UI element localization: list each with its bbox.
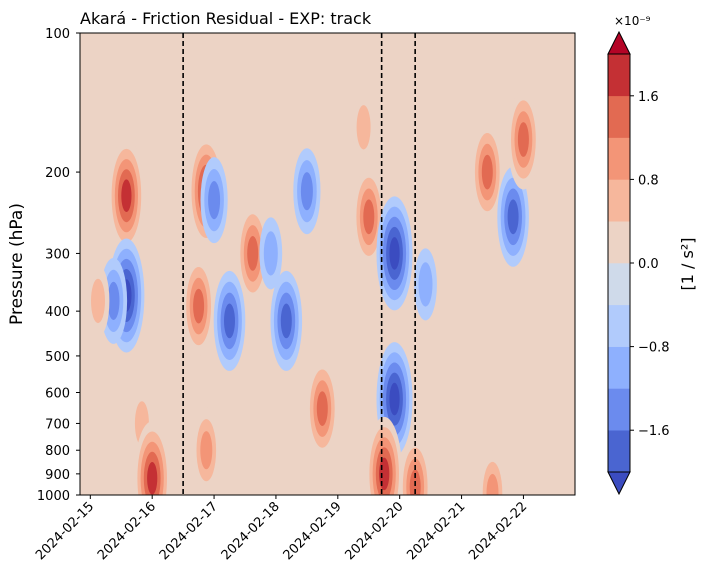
y-tick-label: 900 — [45, 468, 70, 483]
contour-band — [418, 262, 433, 307]
plot-area — [80, 33, 575, 495]
colorbar-band — [608, 54, 630, 97]
colorbar-band — [608, 95, 630, 138]
y-tick-label: 100 — [45, 27, 70, 42]
x-tick-label: 2024-02-15 — [33, 499, 97, 563]
contour-band — [263, 231, 278, 276]
colorbar-band — [608, 388, 630, 431]
contour-band — [200, 431, 213, 470]
contour-band — [481, 154, 493, 190]
colorbar-tick-label: 0.0 — [638, 257, 659, 272]
plot-frame — [79, 32, 576, 496]
x-tick-label: 2024-02-20 — [342, 499, 406, 563]
x-tick-label: 2024-02-21 — [404, 499, 468, 563]
contour-band — [224, 303, 235, 339]
contour-band — [316, 391, 328, 426]
colorbar-band — [608, 137, 630, 180]
event-lines — [182, 33, 416, 495]
contour-band — [91, 278, 105, 324]
contour-band — [247, 236, 259, 271]
colorbar-label: [1 / s²] — [678, 238, 697, 291]
chart-title: Akará - Friction Residual - EXP: track — [80, 9, 372, 28]
y-tick-label: 800 — [45, 444, 70, 459]
y-tick-label: 400 — [45, 305, 70, 320]
contour-band — [389, 382, 400, 416]
y-tick-label: 1000 — [37, 489, 70, 504]
x-tick-label: 2024-02-16 — [95, 499, 159, 563]
x-tick-label: 2024-02-17 — [157, 499, 221, 563]
contour-band — [280, 303, 292, 339]
colorbar-band — [608, 221, 630, 264]
contour-band — [208, 181, 221, 220]
contour-band — [121, 179, 132, 212]
contour-band — [363, 199, 375, 235]
contour-band — [300, 172, 313, 211]
x-tick-label: 2024-02-19 — [281, 499, 345, 563]
contour-band — [379, 457, 390, 491]
contour-band — [507, 199, 519, 235]
y-tick-label: 700 — [45, 417, 70, 432]
colorbar-over-triangle — [607, 30, 631, 55]
colorbar-exponent: ×10⁻⁹ — [614, 14, 651, 28]
y-tick-label: 600 — [45, 387, 70, 402]
contour-band — [389, 237, 400, 270]
y-tick-label: 500 — [45, 350, 70, 365]
contour-band — [356, 105, 371, 150]
colorbar-tick-label: 0.8 — [638, 173, 659, 188]
y-tick-label: 300 — [45, 247, 70, 262]
colorbar-band — [608, 430, 630, 473]
contour-band — [107, 281, 120, 320]
colorbar-under-triangle — [607, 471, 631, 496]
colorbar-band — [608, 304, 630, 347]
x-tick-label: 2024-02-18 — [219, 499, 283, 563]
colorbar-tick-label: −0.8 — [638, 341, 670, 356]
contour-band — [517, 122, 529, 157]
contour-fields — [86, 89, 540, 495]
contour-band — [486, 473, 499, 495]
contour-band — [193, 288, 205, 324]
colorbar-tick-label: 1.6 — [638, 90, 659, 105]
colorbar-band — [608, 263, 630, 306]
x-tick-label: 2024-02-22 — [466, 499, 530, 563]
y-axis-label: Pressure (hPa) — [7, 203, 27, 325]
colorbar-band — [608, 179, 630, 222]
colorbar: −1.6 −0.8 0.0 0.8 1.6 — [607, 30, 670, 496]
contour-band — [147, 462, 158, 495]
colorbar-band — [608, 346, 630, 389]
y-axis: 100 200 300 400 500 600 700 800 900 1000 — [37, 27, 80, 504]
x-axis: 2024-02-152024-02-162024-02-172024-02-18… — [33, 495, 530, 563]
colorbar-tick-label: −1.6 — [638, 424, 670, 439]
y-tick-label: 200 — [45, 166, 70, 181]
